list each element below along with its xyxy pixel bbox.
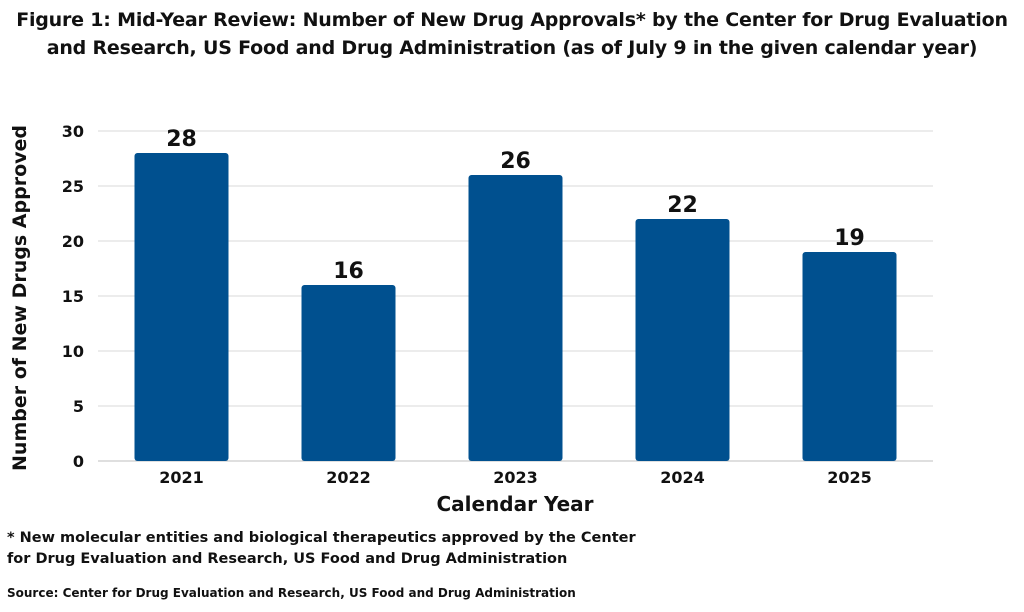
data-label-2022: 16 — [333, 259, 364, 284]
bar-2021 — [134, 153, 229, 461]
data-labels: 28 16 26 22 19 — [166, 127, 865, 284]
bar-2025 — [802, 252, 897, 461]
x-tick-label-2024: 2024 — [660, 468, 705, 487]
footnote: * New molecular entities and biological … — [7, 530, 636, 567]
bar-2024 — [635, 219, 730, 461]
bars — [134, 153, 897, 461]
y-tick-label: 0 — [73, 452, 84, 471]
chart-title: Figure 1: Mid-Year Review: Number of New… — [16, 9, 1008, 59]
x-axis-label: Calendar Year — [436, 492, 593, 516]
bar-2022 — [301, 285, 396, 461]
y-tick-label: 15 — [62, 287, 84, 306]
y-axis-ticks: 0 5 10 15 20 25 30 — [62, 122, 84, 471]
y-tick-label: 30 — [62, 122, 84, 141]
x-tick-label-2021: 2021 — [159, 468, 204, 487]
x-tick-label-2023: 2023 — [493, 468, 538, 487]
x-axis-ticks: 2021 2022 2023 2024 2025 — [159, 468, 872, 487]
data-label-2023: 26 — [500, 149, 531, 174]
y-tick-label: 10 — [62, 342, 84, 361]
source-note: Source: Center for Drug Evaluation and R… — [7, 586, 576, 600]
data-label-2024: 22 — [667, 193, 698, 218]
y-tick-label: 20 — [62, 232, 84, 251]
y-tick-label: 25 — [62, 177, 84, 196]
y-axis-label: Number of New Drugs Approved — [9, 125, 31, 471]
x-tick-label-2022: 2022 — [326, 468, 371, 487]
y-tick-label: 5 — [73, 397, 84, 416]
x-tick-label-2025: 2025 — [827, 468, 872, 487]
data-label-2021: 28 — [166, 127, 197, 152]
bar-2023 — [468, 175, 563, 461]
data-label-2025: 19 — [834, 226, 865, 251]
